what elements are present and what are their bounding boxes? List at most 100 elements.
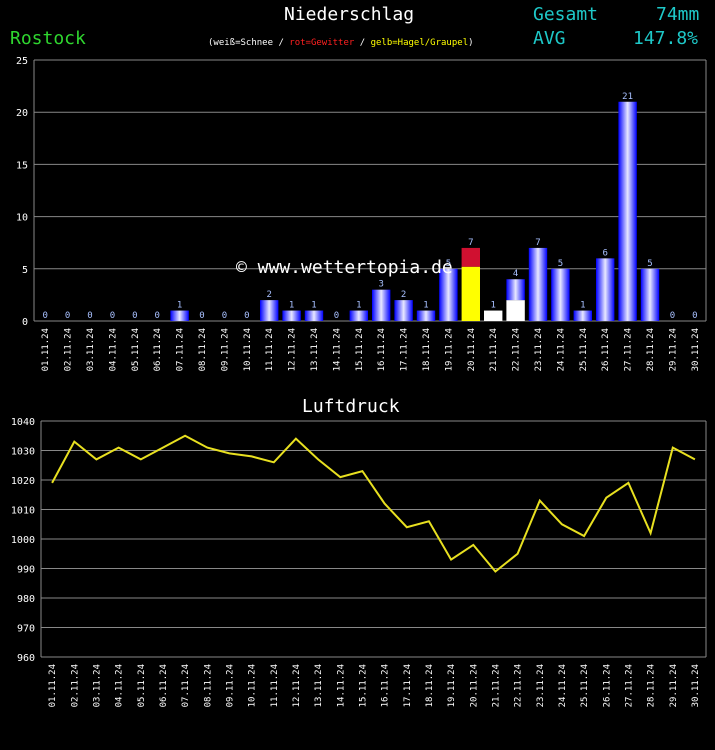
bar-value-label: 0 xyxy=(65,311,70,321)
y-tick-label: 25 xyxy=(16,56,28,67)
x-tick-label: 13.11.24 xyxy=(314,664,324,707)
x-tick-label: 06.11.24 xyxy=(159,664,169,707)
precip-bar xyxy=(394,300,413,321)
precip-bar xyxy=(573,310,592,321)
legend-sep: / xyxy=(354,38,371,48)
bar-value-label: 2 xyxy=(401,290,406,300)
x-tick-label: 05.11.24 xyxy=(131,328,141,371)
x-tick-label: 27.11.24 xyxy=(624,664,634,707)
precip-bar-segment-snow xyxy=(484,310,503,321)
bar-value-label: 5 xyxy=(558,259,563,269)
y-tick-label: 960 xyxy=(17,653,35,664)
x-tick-label: 03.11.24 xyxy=(92,664,102,707)
x-tick-label: 03.11.24 xyxy=(86,328,96,371)
bar-value-label: 7 xyxy=(468,238,473,248)
avg-label: AVG xyxy=(533,28,566,49)
bar-value-label: 3 xyxy=(378,280,383,290)
legend-open: (weiß=Schnee / xyxy=(208,38,290,48)
x-tick-label: 07.11.24 xyxy=(176,328,186,371)
x-tick-label: 29.11.24 xyxy=(668,328,678,371)
precip-bar xyxy=(260,300,279,321)
x-tick-label: 20.11.24 xyxy=(469,664,479,707)
bar-value-label: 0 xyxy=(42,311,47,321)
precip-bar xyxy=(439,268,458,321)
x-tick-label: 08.11.24 xyxy=(203,664,213,707)
pressure-line xyxy=(51,434,696,573)
precip-bar xyxy=(304,310,324,321)
x-tick-label: 29.11.24 xyxy=(669,664,679,707)
x-tick-label: 09.11.24 xyxy=(220,328,230,371)
chart-title: Niederschlag xyxy=(284,4,415,25)
precip-bar xyxy=(551,268,570,321)
precip-bar xyxy=(528,247,548,321)
x-tick-label: 21.11.24 xyxy=(491,664,501,707)
watermark: © www.wettertopia.de xyxy=(236,257,453,278)
bar-value-label: 1 xyxy=(311,301,316,311)
precip-bar xyxy=(372,289,391,321)
precip-legend: (weiß=Schnee / rot=Gewitter / gelb=Hagel… xyxy=(208,38,474,48)
x-tick-label: 14.11.24 xyxy=(336,664,346,707)
x-tick-label: 17.11.24 xyxy=(400,328,410,371)
x-tick-label: 17.11.24 xyxy=(403,664,413,707)
y-tick-label: 1000 xyxy=(11,535,35,546)
bar-value-label: 1 xyxy=(289,301,294,311)
x-tick-label: 10.11.24 xyxy=(243,328,253,371)
x-tick-label: 11.11.24 xyxy=(270,664,280,707)
bar-value-label: 0 xyxy=(154,311,159,321)
bar-value-label: 1 xyxy=(490,301,495,311)
y-tick-label: 980 xyxy=(17,594,35,605)
precip-bar xyxy=(349,310,368,321)
pressure-chart-title: Luftdruck xyxy=(302,396,400,417)
y-tick-label: 1020 xyxy=(11,476,35,487)
x-tick-label: 11.11.24 xyxy=(265,328,275,371)
y-tick-label: 1040 xyxy=(11,417,35,428)
x-tick-label: 14.11.24 xyxy=(332,328,342,371)
x-tick-label: 18.11.24 xyxy=(425,664,435,707)
precip-bar xyxy=(282,310,301,321)
y-tick-label: 990 xyxy=(17,565,35,576)
bar-value-label: 0 xyxy=(199,311,204,321)
x-tick-label: 23.11.24 xyxy=(534,328,544,371)
x-tick-label: 01.11.24 xyxy=(48,664,58,707)
bar-value-label: 0 xyxy=(244,311,249,321)
y-tick-label: 15 xyxy=(16,160,28,171)
bar-value-label: 2 xyxy=(266,290,271,300)
bar-value-label: 0 xyxy=(670,311,675,321)
x-tick-label: 25.11.24 xyxy=(579,328,589,371)
x-tick-label: 16.11.24 xyxy=(381,664,391,707)
bar-value-label: 5 xyxy=(647,259,652,269)
bar-value-label: 0 xyxy=(132,311,137,321)
x-tick-label: 08.11.24 xyxy=(198,328,208,371)
x-tick-label: 04.11.24 xyxy=(115,664,125,707)
bar-value-label: 0 xyxy=(110,311,115,321)
x-tick-label: 28.11.24 xyxy=(646,328,656,371)
bar-value-label: 1 xyxy=(423,301,428,311)
y-tick-label: 1010 xyxy=(11,506,35,517)
y-tick-label: 5 xyxy=(22,265,28,276)
x-tick-label: 02.11.24 xyxy=(70,664,80,707)
precip-bar xyxy=(618,101,637,321)
precip-bar xyxy=(640,268,660,321)
bar-value-label: 0 xyxy=(692,311,697,321)
y-tick-label: 20 xyxy=(16,108,28,119)
bar-value-label: 1 xyxy=(177,301,182,311)
precip-bar-segment-hail xyxy=(461,266,480,321)
total-value: 74mm xyxy=(656,4,700,25)
x-tick-label: 20.11.24 xyxy=(467,328,477,371)
x-tick-label: 21.11.24 xyxy=(489,328,499,371)
x-tick-label: 04.11.24 xyxy=(108,328,118,371)
station-name: Rostock xyxy=(10,28,86,49)
x-tick-label: 15.11.24 xyxy=(355,328,365,371)
bar-value-label: 0 xyxy=(222,311,227,321)
x-tick-label: 25.11.24 xyxy=(580,664,590,707)
x-tick-label: 30.11.24 xyxy=(691,664,701,707)
x-tick-label: 23.11.24 xyxy=(536,664,546,707)
bar-value-label: 21 xyxy=(622,92,633,102)
avg-value: 147.8% xyxy=(633,28,699,49)
bar-value-label: 5 xyxy=(446,259,451,269)
precip-bar xyxy=(170,310,189,321)
x-tick-label: 24.11.24 xyxy=(558,664,568,707)
x-tick-label: 28.11.24 xyxy=(647,664,657,707)
legend-close: ) xyxy=(468,38,474,48)
